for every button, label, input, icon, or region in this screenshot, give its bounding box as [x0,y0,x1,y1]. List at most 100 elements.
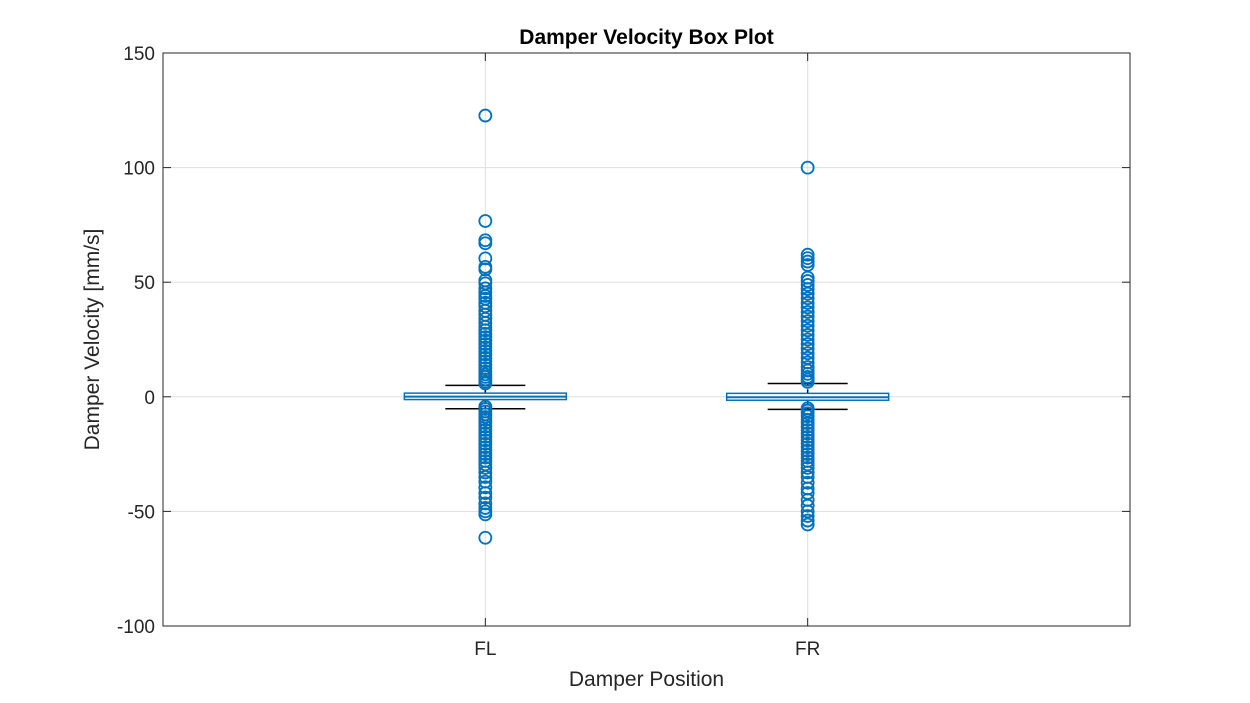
chart-title: Damper Velocity Box Plot [519,26,773,49]
x-tick-label: FR [795,639,820,660]
outlier-point [800,341,815,356]
x-tick-label: FL [474,639,496,660]
outlier-point [800,251,815,266]
grid-lines [163,52,1130,627]
outlier-point [478,262,493,277]
outlier-point [800,309,815,324]
outlier-point [800,460,815,475]
outlier-point [478,530,493,545]
outlier-point [800,504,815,519]
outlier-point [478,419,493,434]
outlier-point [478,333,493,348]
outlier-point [800,430,815,444]
outlier-point [800,498,815,513]
outlier-point [478,323,493,338]
outlier-point [800,465,815,480]
y-tick-label: -100 [117,617,155,638]
outlier-point [800,433,815,448]
outlier-point [800,291,815,306]
outlier-point [478,433,493,448]
y-tick-label: 150 [123,44,155,65]
outlier-point [478,316,493,330]
outlier-point [478,430,493,444]
outlier-point [800,509,815,523]
outlier-point [800,447,815,462]
outlier-point [800,160,815,175]
outlier-point [478,347,493,362]
outlier-point [800,305,815,319]
y-tick-label: -50 [128,502,155,523]
outlier-point [478,376,493,391]
outlier-point [800,423,815,437]
outlier-point [800,426,815,441]
y-tick-label: 50 [134,273,155,294]
outlier-point [478,236,493,251]
outlier-point [800,440,815,455]
outlier-point [478,447,493,462]
outlier-point [478,443,493,458]
box-series [403,108,890,545]
outlier-point [800,337,815,351]
outlier-point [478,480,493,495]
outlier-point [478,340,493,355]
outlier-point [800,475,815,490]
outlier-point [800,328,815,342]
outlier-point [478,214,493,228]
outlier-point [800,409,815,424]
outlier-point [800,443,815,458]
outlier-point [800,282,815,296]
outlier-point [800,375,815,389]
y-tick-label: 100 [123,159,155,180]
y-axis-label: Damper Velocity [mm/s] [81,229,104,451]
outlier-point [478,337,493,351]
plot-area-frame [162,52,1131,627]
outlier-point [800,450,815,465]
outlier-point [478,501,493,515]
outlier-point [478,440,493,455]
outlier-point [478,281,493,296]
outlier-point [800,419,815,434]
outlier-point [478,330,493,345]
outlier-point [800,332,815,347]
outlier-point [800,412,815,427]
outlier-point [800,314,815,329]
outlier-point [478,251,493,266]
outlier-point [800,247,815,262]
outlier-point [478,423,493,437]
outlier-point [478,344,493,358]
outlier-point [478,507,493,522]
box-group-fr [725,160,890,532]
outlier-point [478,496,493,511]
outlier-point [800,286,815,301]
outlier-point [800,300,815,315]
outlier-point [478,490,493,505]
y-tick-label: 0 [144,388,155,409]
x-axis-label: Damper Position [569,668,724,691]
outlier-point [478,416,493,431]
outlier-point [478,326,493,341]
outlier-point [478,460,493,475]
outlier-point [478,319,493,334]
outlier-point [800,318,815,333]
axis-ticks: -100 -50 0 50 100 150 FL FR [117,44,1130,660]
outlier-point [478,450,493,465]
outlier-point [800,517,815,532]
outlier-point [478,436,493,451]
outlier-point [478,350,493,365]
outlier-point [800,295,815,310]
outlier-point [800,323,815,338]
outlier-point [800,513,815,528]
outlier-point [800,346,815,361]
outlier-point [478,465,493,480]
outlier-point [478,470,493,484]
outlier-point [478,426,493,441]
outlier-point [478,108,493,123]
outlier-point [800,254,815,269]
outlier-point [800,278,815,292]
outlier-point [478,486,493,500]
outlier-point [478,285,493,300]
outlier-point [478,354,493,369]
outlier-point [800,436,815,451]
box-group-fl [403,108,568,545]
